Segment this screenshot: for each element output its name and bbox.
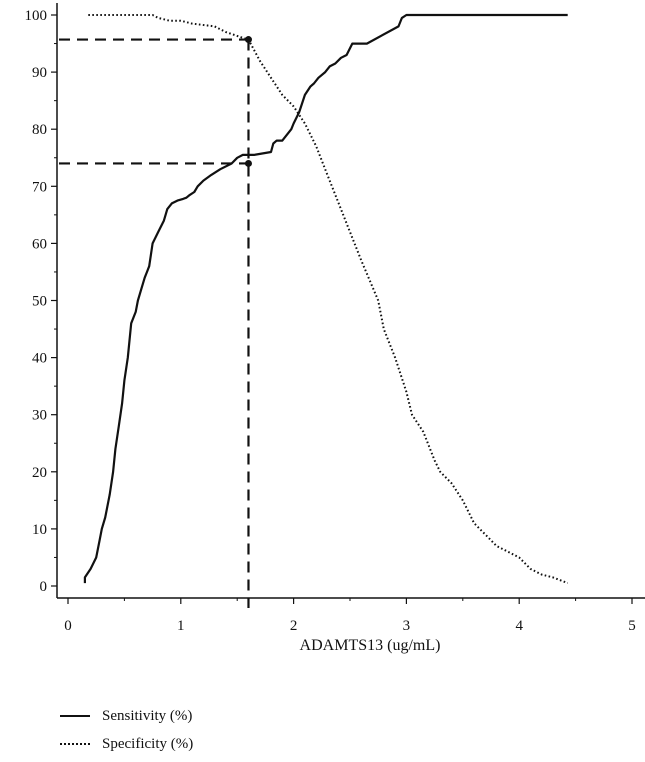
y-tick-label: 0 (40, 579, 48, 595)
y-tick-label: 30 (32, 408, 47, 424)
x-tick-label: 0 (64, 618, 72, 634)
x-tick-label: 5 (628, 618, 636, 634)
axes (56, 3, 645, 599)
x-tick-label: 1 (177, 618, 185, 634)
legend-swatch-solid (60, 715, 90, 717)
x-tick-label: 4 (515, 618, 523, 634)
ticks: 0 10 20 30 40 50 60 70 80 90 100 0 1 2 3 4 5 (25, 8, 636, 634)
y-tick-label: 50 (32, 294, 47, 310)
roc-chart: 0 10 20 30 40 50 60 70 80 90 100 0 1 2 3 4 5 ADAMTS13 (u… (25, 3, 645, 654)
y-tick-label: 20 (32, 465, 47, 481)
reference-point (244, 36, 252, 44)
cutoff-guides (59, 38, 250, 608)
specificity-line (88, 14, 569, 585)
legend: Sensitivity (%) Specificity (%) (0, 706, 400, 762)
legend-item-specificity: Specificity (%) (0, 734, 400, 754)
y-tick-label: 90 (32, 65, 47, 81)
reference-point (244, 159, 252, 167)
y-tick-label: 100 (25, 8, 48, 24)
legend-label-specificity: Specificity (%) (102, 735, 194, 752)
y-tick-label: 60 (32, 236, 47, 252)
reference-points (244, 36, 252, 167)
series-lines (83, 13, 569, 585)
y-tick-label: 40 (32, 351, 47, 367)
legend-label-sensitivity: Sensitivity (%) (102, 707, 193, 724)
y-tick-label: 80 (32, 122, 47, 138)
x-tick-label: 2 (290, 618, 298, 634)
x-tick-label: 3 (403, 618, 411, 634)
y-tick-label: 10 (32, 522, 47, 538)
y-tick-label: 70 (32, 179, 47, 195)
legend-swatch-dotted (60, 743, 90, 745)
legend-item-sensitivity: Sensitivity (%) (0, 706, 400, 726)
x-axis-title: ADAMTS13 (ug/mL) (300, 637, 441, 654)
sensitivity-line (83, 13, 568, 584)
